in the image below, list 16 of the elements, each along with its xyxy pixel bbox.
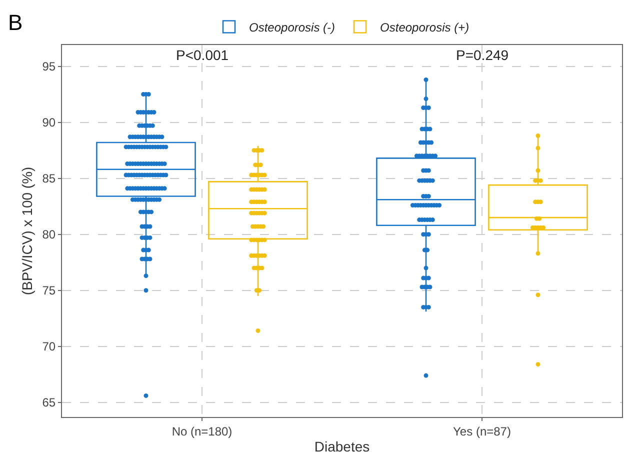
y-tick-label: 75 [42, 284, 56, 298]
x-axis-title: Diabetes [314, 438, 370, 455]
y-tick-label: 70 [42, 340, 56, 354]
text: B [8, 10, 23, 35]
x-tick-label: Yes (n=87) [453, 424, 511, 438]
x-tick-label: No (n=180) [172, 424, 232, 438]
legend-label: Osteoporosis (+) [380, 20, 470, 34]
y-tick-label: 65 [42, 396, 56, 410]
y-tick-label: 85 [42, 172, 56, 186]
legend-label: Osteoporosis (-) [249, 20, 336, 34]
annotation: P<0.001 [176, 47, 229, 63]
y-tick-label: 90 [42, 116, 56, 130]
y-tick-label: 95 [42, 59, 56, 74]
annotation: P=0.249 [456, 47, 509, 63]
y-axis-title: (BPV/ICV) x 100 (%) [18, 166, 35, 296]
y-tick-label: 80 [42, 228, 56, 242]
